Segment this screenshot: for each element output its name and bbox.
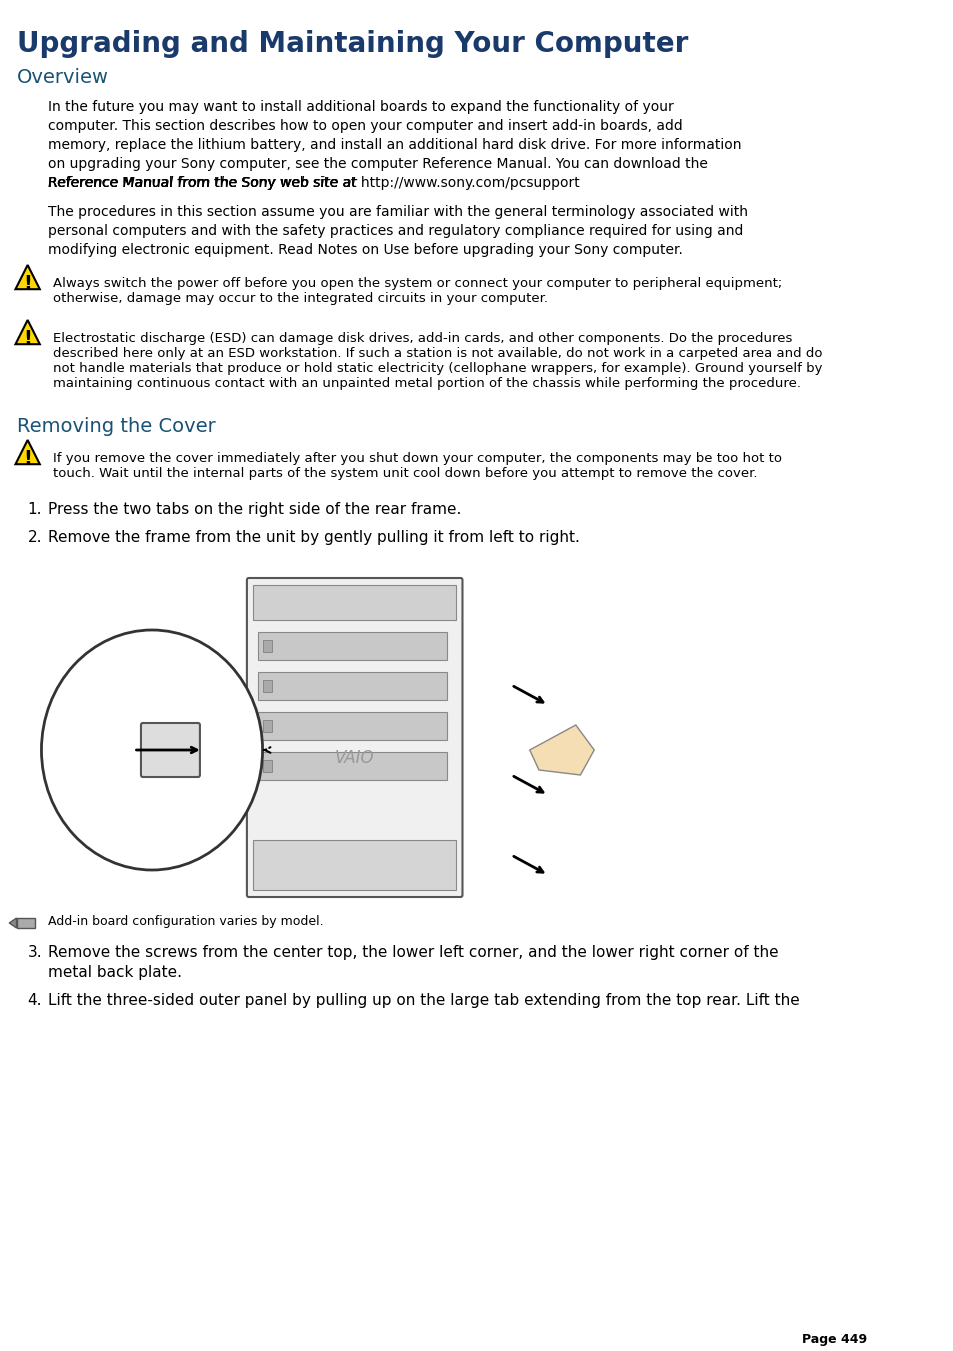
Text: 3.: 3.: [28, 944, 42, 961]
Text: If you remove the cover immediately after you shut down your computer, the compo: If you remove the cover immediately afte…: [53, 453, 781, 480]
Text: Lift the three-sided outer panel by pulling up on the large tab extending from t: Lift the three-sided outer panel by pull…: [48, 993, 799, 1008]
Text: memory, replace the lithium battery, and install an additional hard disk drive. : memory, replace the lithium battery, and…: [48, 138, 740, 153]
FancyBboxPatch shape: [247, 578, 462, 897]
Text: In the future you may want to install additional boards to expand the functional: In the future you may want to install ad…: [48, 100, 673, 113]
Polygon shape: [16, 917, 35, 928]
Text: metal back plate.: metal back plate.: [48, 965, 182, 979]
Text: modifying electronic equipment. Read Notes on Use before upgrading your Sony com: modifying electronic equipment. Read Not…: [48, 243, 682, 257]
Text: 2.: 2.: [28, 530, 42, 544]
Text: computer. This section describes how to open your computer and insert add-in boa: computer. This section describes how to …: [48, 119, 682, 132]
Bar: [257, 712, 446, 740]
Text: personal computers and with the safety practices and regulatory compliance requi: personal computers and with the safety p…: [48, 224, 742, 238]
Polygon shape: [15, 440, 40, 465]
Polygon shape: [10, 917, 16, 928]
Text: Upgrading and Maintaining Your Computer: Upgrading and Maintaining Your Computer: [16, 30, 687, 58]
Text: Reference Manual from the Sony web site at: Reference Manual from the Sony web site …: [48, 176, 360, 190]
Text: !: !: [23, 274, 32, 293]
FancyBboxPatch shape: [141, 723, 200, 777]
Text: Reference Manual from the Sony web site at http://www.sony.com/pcsupport: Reference Manual from the Sony web site …: [48, 176, 579, 190]
Polygon shape: [529, 725, 594, 775]
Text: Always switch the power off before you open the system or connect your computer : Always switch the power off before you o…: [53, 277, 781, 305]
Bar: [262, 761, 272, 771]
Bar: [257, 753, 446, 780]
Circle shape: [41, 630, 262, 870]
Polygon shape: [15, 320, 40, 345]
Bar: [262, 680, 272, 692]
Text: Remove the frame from the unit by gently pulling it from left to right.: Remove the frame from the unit by gently…: [48, 530, 579, 544]
Bar: [253, 585, 456, 620]
Text: !: !: [23, 449, 32, 469]
Bar: [262, 640, 272, 653]
Text: Reference Manual from the Sony web site at: Reference Manual from the Sony web site …: [48, 176, 361, 190]
Text: Press the two tabs on the right side of the rear frame.: Press the two tabs on the right side of …: [48, 503, 461, 517]
Bar: [262, 720, 272, 732]
Text: The procedures in this section assume you are familiar with the general terminol: The procedures in this section assume yo…: [48, 205, 747, 219]
Text: 4.: 4.: [28, 993, 42, 1008]
Bar: [253, 840, 456, 890]
Text: Overview: Overview: [16, 68, 109, 86]
Bar: [257, 671, 446, 700]
Text: Electrostatic discharge (ESD) can damage disk drives, add-in cards, and other co: Electrostatic discharge (ESD) can damage…: [53, 332, 822, 390]
Polygon shape: [15, 265, 40, 289]
Text: !: !: [23, 330, 32, 349]
Text: 1.: 1.: [28, 503, 42, 517]
Text: VAIO: VAIO: [335, 748, 375, 767]
Text: Removing the Cover: Removing the Cover: [16, 417, 215, 436]
Text: on upgrading your Sony computer, see the computer Reference Manual. You can down: on upgrading your Sony computer, see the…: [48, 157, 707, 172]
Text: Page 449: Page 449: [801, 1333, 865, 1346]
Bar: [257, 632, 446, 661]
Text: Add-in board configuration varies by model.: Add-in board configuration varies by mod…: [48, 915, 323, 928]
Text: Remove the screws from the center top, the lower left corner, and the lower righ: Remove the screws from the center top, t…: [48, 944, 778, 961]
